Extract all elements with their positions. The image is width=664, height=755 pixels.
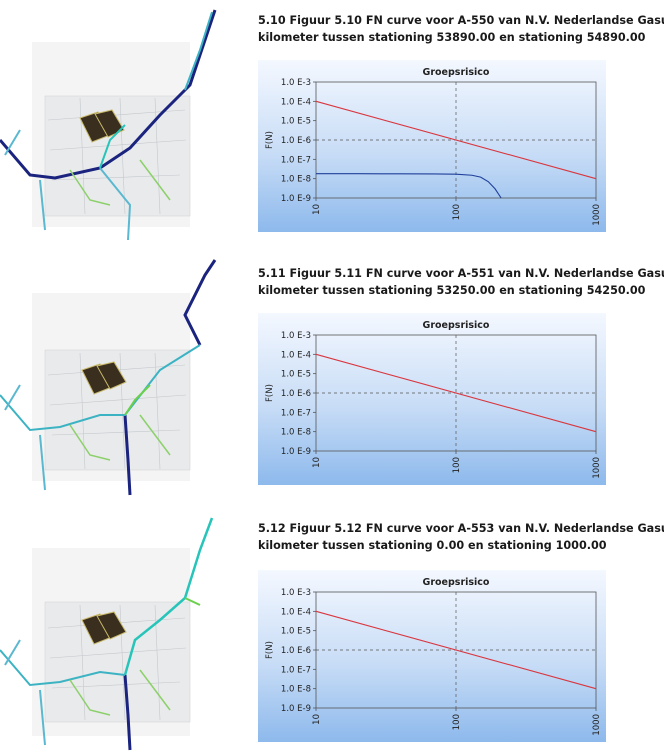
x-tick-label: 1000 — [592, 204, 602, 226]
fn-chart-svg: Groepsrisico 1.0 E-3 1.0 E-4 1.0 E-5 1.0 E-6… — [258, 313, 606, 485]
x-tick-label: 10 — [312, 204, 322, 215]
figure-section-1: 5.10 Figuur 5.10 FN curve voor A-550 van… — [0, 0, 664, 245]
y-tick-label: 1.0 E-5 — [281, 370, 311, 380]
chart-title: Groepsrisico — [423, 67, 490, 78]
y-tick-label: 1.0 E-8 — [281, 428, 311, 438]
x-tick-label: 100 — [452, 204, 462, 220]
x-tick-label: 1000 — [592, 457, 602, 479]
series-line-1 — [316, 173, 502, 199]
x-tick-label: 10 — [312, 457, 322, 468]
y-tick-label: 1.0 E-8 — [281, 685, 311, 695]
series-line-0 — [315, 610, 597, 690]
figure-section-3: 5.12 Figuur 5.12 FN curve voor A-553 van… — [0, 510, 664, 755]
fn-chart-1: Groepsrisico 1.0 E-3 1.0 E-4 1.0 E-5 1.0 E-6… — [258, 60, 606, 232]
x-tick-label: 10 — [312, 714, 322, 725]
y-tick-label: 1.0 E-4 — [281, 97, 311, 107]
y-tick-label: 1.0 E-7 — [281, 665, 311, 675]
y-tick-label: 1.0 E-6 — [281, 646, 311, 656]
y-tick-label: 1.0 E-9 — [281, 704, 311, 714]
figure-caption-line2: kilometer tussen stationing 53250.00 en … — [258, 284, 646, 297]
fn-chart-3: Groepsrisico 1.0 E-3 1.0 E-4 1.0 E-5 1.0 E-6… — [258, 570, 606, 742]
y-tick-label: 1.0 E-3 — [281, 588, 311, 598]
route-map-1 — [0, 9, 217, 241]
y-tick-label: 1.0 E-9 — [281, 447, 311, 457]
series-line-0 — [315, 353, 597, 433]
y-tick-label: 1.0 E-9 — [281, 194, 311, 204]
figure-section-2: 5.11 Figuur 5.11 FN curve voor A-551 van… — [0, 255, 664, 500]
chart-title: Groepsrisico — [423, 320, 490, 331]
y-tick-label: 1.0 E-3 — [281, 331, 311, 341]
y-tick-label: 1.0 E-6 — [281, 136, 311, 146]
series-line-0 — [315, 100, 597, 180]
fn-chart-svg: Groepsrisico 1.0 E-3 1.0 E-4 1.0 E-5 1.0 E-6… — [258, 60, 606, 232]
y-tick-label: 1.0 E-4 — [281, 350, 311, 360]
x-tick-label: 100 — [452, 457, 462, 473]
route-map-3 — [0, 517, 214, 751]
figure-caption-line1: 5.12 Figuur 5.12 FN curve voor A-553 van… — [258, 522, 664, 535]
y-tick-label: 1.0 E-7 — [281, 155, 311, 165]
chart-title: Groepsrisico — [423, 577, 490, 588]
y-axis-label: F(N) — [265, 131, 275, 149]
y-axis-label: F(N) — [265, 641, 275, 659]
figure-caption-line2: kilometer tussen stationing 53890.00 en … — [258, 31, 646, 44]
x-tick-label: 1000 — [592, 714, 602, 736]
figure-caption-line2: kilometer tussen stationing 0.00 en stat… — [258, 539, 607, 552]
y-tick-label: 1.0 E-6 — [281, 389, 311, 399]
y-tick-label: 1.0 E-8 — [281, 175, 311, 185]
y-tick-label: 1.0 E-3 — [281, 78, 311, 88]
y-tick-label: 1.0 E-4 — [281, 607, 311, 617]
x-tick-label: 100 — [452, 714, 462, 730]
fn-chart-2: Groepsrisico 1.0 E-3 1.0 E-4 1.0 E-5 1.0 E-6… — [258, 313, 606, 485]
y-axis-label: F(N) — [265, 384, 275, 402]
y-tick-label: 1.0 E-5 — [281, 627, 311, 637]
y-tick-label: 1.0 E-5 — [281, 117, 311, 127]
fn-chart-svg: Groepsrisico 1.0 E-3 1.0 E-4 1.0 E-5 1.0 E-6… — [258, 570, 606, 742]
figure-caption-line1: 5.10 Figuur 5.10 FN curve voor A-550 van… — [258, 14, 664, 27]
y-tick-label: 1.0 E-7 — [281, 408, 311, 418]
route-map-2 — [0, 259, 217, 496]
figure-caption-line1: 5.11 Figuur 5.11 FN curve voor A-551 van… — [258, 267, 664, 280]
